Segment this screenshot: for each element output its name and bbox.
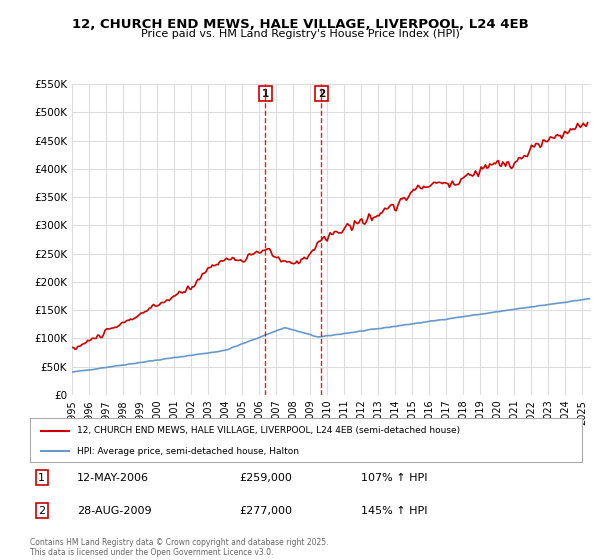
Text: £259,000: £259,000 bbox=[240, 473, 293, 483]
Text: 12, CHURCH END MEWS, HALE VILLAGE, LIVERPOOL, L24 4EB: 12, CHURCH END MEWS, HALE VILLAGE, LIVER… bbox=[71, 18, 529, 31]
Text: 2: 2 bbox=[318, 88, 325, 99]
Text: HPI: Average price, semi-detached house, Halton: HPI: Average price, semi-detached house,… bbox=[77, 446, 299, 456]
Text: 28-AUG-2009: 28-AUG-2009 bbox=[77, 506, 152, 516]
Text: £277,000: £277,000 bbox=[240, 506, 293, 516]
Text: 107% ↑ HPI: 107% ↑ HPI bbox=[361, 473, 428, 483]
Text: 12-MAY-2006: 12-MAY-2006 bbox=[77, 473, 149, 483]
Text: 12, CHURCH END MEWS, HALE VILLAGE, LIVERPOOL, L24 4EB (semi-detached house): 12, CHURCH END MEWS, HALE VILLAGE, LIVER… bbox=[77, 426, 460, 435]
Text: 2: 2 bbox=[38, 506, 46, 516]
Text: Price paid vs. HM Land Registry's House Price Index (HPI): Price paid vs. HM Land Registry's House … bbox=[140, 29, 460, 39]
Text: 145% ↑ HPI: 145% ↑ HPI bbox=[361, 506, 428, 516]
Text: Contains HM Land Registry data © Crown copyright and database right 2025.
This d: Contains HM Land Registry data © Crown c… bbox=[30, 538, 329, 557]
Text: 1: 1 bbox=[262, 88, 269, 99]
Text: 1: 1 bbox=[38, 473, 45, 483]
